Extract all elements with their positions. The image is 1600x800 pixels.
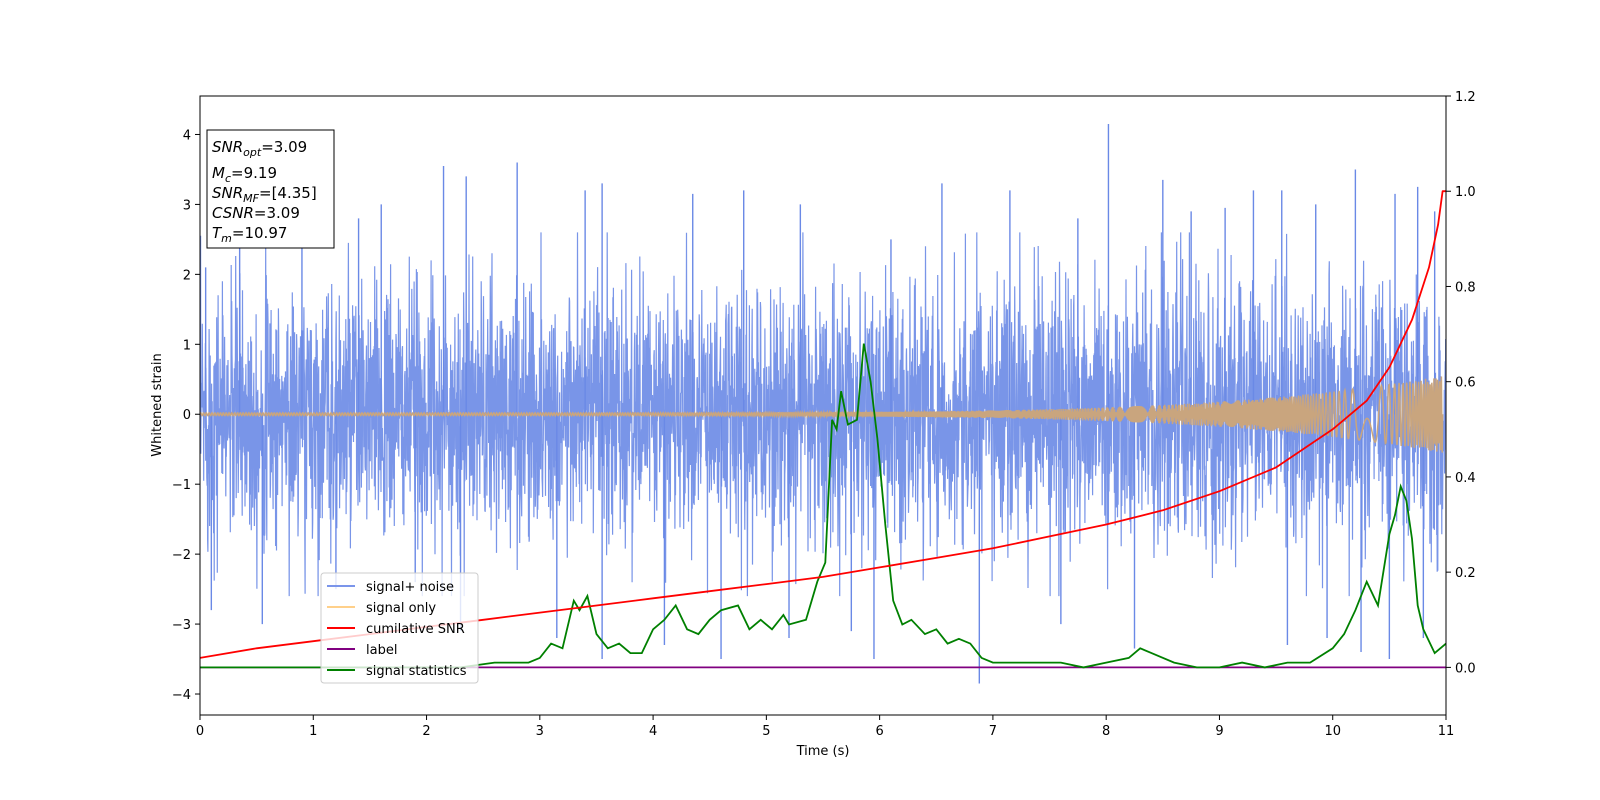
y-axis-right: 0.0 0.2 0.4 0.6 0.8 1.0 1.2 [1446,90,1476,676]
x-tick-label: 11 [1438,724,1455,739]
y2-tick-label: 1.2 [1455,90,1476,105]
x-tick-label: 9 [1215,724,1223,739]
y-tick-label: 3 [183,198,191,213]
y-tick-label: 4 [183,128,191,143]
x-tick-label: 2 [422,724,430,739]
x-tick-label: 6 [875,724,883,739]
annotation-mc: Mc=9.19 [212,164,277,185]
series-signal-statistics [200,343,1446,669]
x-axis-label: Time (s) [796,744,850,759]
x-tick-label: 3 [536,724,544,739]
y-tick-label: 1 [183,338,191,353]
x-tick-label: 4 [649,724,657,739]
legend-label: signal statistics [366,664,467,679]
annotation-box: SNRopt=3.09 Mc=9.19 SNRMF=[4.35] CSNR=3.… [206,129,335,249]
x-tick-label: 10 [1324,724,1341,739]
x-tick-label: 8 [1102,724,1110,739]
legend-label: signal+ noise [366,580,454,595]
y2-tick-label: 0.6 [1455,376,1476,391]
y-tick-label: −1 [172,478,191,493]
x-tick-label: 0 [196,724,204,739]
legend-label: cumilative SNR [366,622,465,637]
annotation-csnr: CSNR=3.09 [212,204,300,222]
plot-frame [199,95,1447,716]
annotation-snr-mf: SNRMF=[4.35] [212,184,317,205]
x-tick-label: 1 [309,724,317,739]
y-tick-label: −4 [172,688,191,703]
legend-frame [320,572,479,684]
y2-tick-label: 0.8 [1455,280,1476,295]
y-axis-label: Whitened strain [150,353,165,456]
series-signal-only [200,376,1444,453]
y-tick-label: −3 [172,618,191,633]
x-tick-label: 7 [989,724,997,739]
y2-tick-label: 0.0 [1455,661,1476,676]
x-axis: 0 1 2 3 4 5 6 7 8 9 10 11 [196,715,1454,739]
legend: signal+ noise signal only cumilative SNR la… [320,572,479,684]
y-axis-left: −4 −3 −2 −1 0 1 2 3 4 [172,128,200,703]
x-tick-label: 5 [762,724,770,739]
y2-tick-label: 0.4 [1455,471,1476,486]
annotation-snr-opt: SNRopt=3.09 [212,138,307,159]
y2-tick-label: 1.0 [1455,185,1476,200]
annotation-frame [206,129,335,249]
y-tick-label: 0 [183,408,191,423]
plot-area [200,123,1446,684]
legend-label: label [366,643,397,658]
y-tick-label: 2 [183,268,191,283]
legend-label: signal only [366,601,436,616]
annotation-tm: Tm=10.97 [212,224,287,245]
y-tick-label: −2 [172,548,191,563]
y2-tick-label: 0.2 [1455,566,1476,581]
